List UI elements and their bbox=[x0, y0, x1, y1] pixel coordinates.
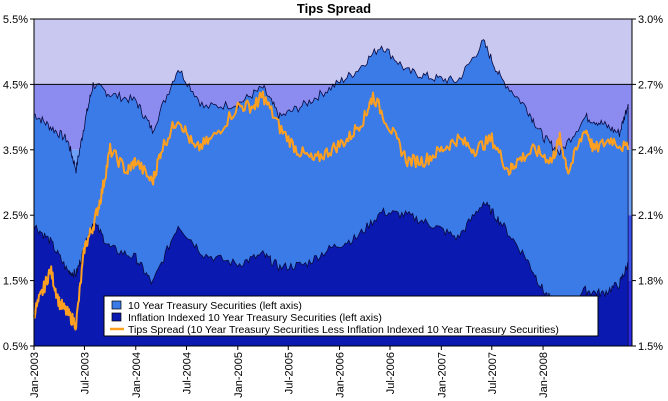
right-tick-label: 1.8% bbox=[638, 276, 663, 288]
left-tick-label: 5.5% bbox=[3, 14, 28, 26]
legend-swatch bbox=[111, 300, 122, 310]
x-tick-label: Jul-2006 bbox=[385, 352, 397, 394]
chart-title: Tips Spread bbox=[297, 1, 371, 16]
plot-frame bbox=[33, 18, 633, 347]
x-tick-label: Jul-2005 bbox=[283, 352, 295, 394]
right-tick-label: 2.7% bbox=[638, 79, 663, 91]
legend-entry: Inflation Indexed 10 Year Treasury Secur… bbox=[128, 312, 382, 324]
x-tick-label: Jan-2006 bbox=[335, 352, 347, 398]
left-axis: 0.5% 1.5% 2.5% 3.5% 4.5% 5.5% bbox=[3, 14, 34, 353]
legend-entry: 10 Year Treasury Securities (left axis) bbox=[128, 300, 302, 312]
x-tick-label: Jan-2004 bbox=[131, 352, 143, 398]
x-tick-label: Jan-2003 bbox=[29, 352, 41, 398]
x-tick-label: Jul-2003 bbox=[79, 352, 91, 394]
right-tick-label: 2.4% bbox=[638, 145, 663, 157]
left-tick-label: 2.5% bbox=[3, 210, 28, 222]
x-tick-label: Jan-2007 bbox=[436, 352, 448, 398]
x-axis: Jan-2003 Jul-2003 Jan-2004 Jul-2004 Jan-2005… bbox=[29, 346, 550, 398]
background-band-1 bbox=[34, 19, 632, 85]
right-axis: 1.5% 1.8% 2.1% 2.4% 2.7% 3.0% bbox=[632, 14, 663, 353]
x-tick-label: Jul-2007 bbox=[487, 352, 499, 394]
left-tick-label: 0.5% bbox=[3, 341, 28, 353]
legend-entry: Tips Spread (10 Year Treasury Securities… bbox=[128, 324, 559, 336]
left-tick-label: 1.5% bbox=[3, 276, 28, 288]
x-tick-label: Jul-2004 bbox=[181, 352, 193, 394]
right-tick-label: 2.1% bbox=[638, 210, 663, 222]
left-tick-label: 3.5% bbox=[3, 145, 28, 157]
legend-swatch bbox=[111, 312, 122, 322]
right-tick-label: 3.0% bbox=[638, 14, 663, 26]
left-tick-label: 4.5% bbox=[3, 79, 28, 91]
x-tick-label: Jan-2008 bbox=[538, 352, 550, 398]
x-tick-label: Jan-2005 bbox=[233, 352, 245, 398]
legend: 10 Year Treasury Securities (left axis)I… bbox=[103, 295, 599, 337]
spread-line-group bbox=[33, 90, 630, 331]
spread-line bbox=[33, 90, 630, 331]
right-tick-label: 1.5% bbox=[638, 341, 663, 353]
legend-box bbox=[103, 295, 599, 337]
